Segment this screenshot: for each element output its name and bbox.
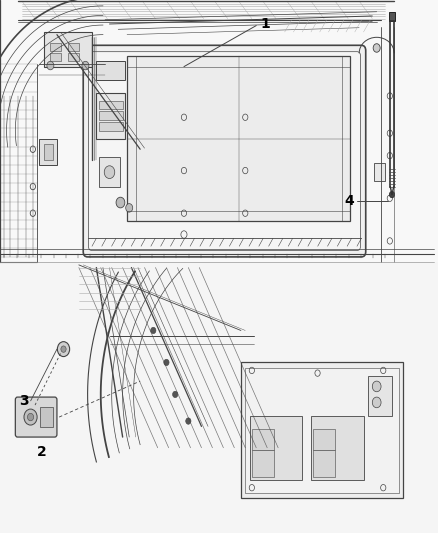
Bar bbox=[99, 122, 123, 131]
Circle shape bbox=[28, 414, 34, 421]
Bar bbox=[50, 43, 61, 51]
Bar bbox=[313, 429, 335, 450]
FancyBboxPatch shape bbox=[15, 397, 57, 437]
Circle shape bbox=[372, 381, 381, 392]
Bar bbox=[44, 144, 53, 160]
Bar bbox=[389, 12, 395, 21]
Bar bbox=[68, 53, 79, 61]
Text: 3: 3 bbox=[19, 394, 28, 408]
Bar bbox=[50, 53, 61, 61]
Text: 1: 1 bbox=[261, 17, 270, 31]
Circle shape bbox=[372, 397, 381, 408]
Bar bbox=[0, 0, 438, 262]
Bar bbox=[374, 163, 385, 181]
Circle shape bbox=[373, 44, 380, 52]
Bar bbox=[127, 56, 350, 221]
Bar bbox=[96, 61, 125, 80]
Circle shape bbox=[186, 418, 191, 424]
FancyBboxPatch shape bbox=[88, 52, 360, 251]
Bar bbox=[252, 429, 274, 450]
Bar bbox=[313, 450, 335, 477]
Circle shape bbox=[104, 166, 115, 179]
Bar bbox=[99, 157, 120, 187]
Bar bbox=[39, 139, 57, 165]
Bar bbox=[68, 43, 79, 51]
Bar bbox=[311, 416, 364, 480]
Circle shape bbox=[24, 409, 37, 425]
Bar bbox=[245, 368, 399, 493]
Bar bbox=[250, 416, 302, 480]
Circle shape bbox=[389, 191, 395, 198]
Bar bbox=[252, 450, 274, 477]
Bar bbox=[368, 376, 392, 416]
Circle shape bbox=[164, 359, 169, 366]
FancyBboxPatch shape bbox=[83, 45, 366, 257]
Bar bbox=[99, 111, 123, 120]
Bar bbox=[40, 407, 53, 427]
Circle shape bbox=[47, 61, 54, 70]
Circle shape bbox=[82, 61, 89, 70]
Circle shape bbox=[61, 346, 66, 352]
Circle shape bbox=[57, 342, 70, 357]
Text: 2: 2 bbox=[37, 445, 46, 459]
Bar bbox=[241, 362, 403, 498]
Circle shape bbox=[126, 204, 133, 212]
Bar bbox=[0, 262, 438, 533]
Bar bbox=[96, 93, 125, 139]
Bar bbox=[44, 32, 92, 67]
Circle shape bbox=[116, 197, 125, 208]
Circle shape bbox=[173, 391, 178, 398]
Text: 4: 4 bbox=[344, 195, 354, 208]
Circle shape bbox=[151, 327, 156, 334]
Bar bbox=[99, 101, 123, 109]
